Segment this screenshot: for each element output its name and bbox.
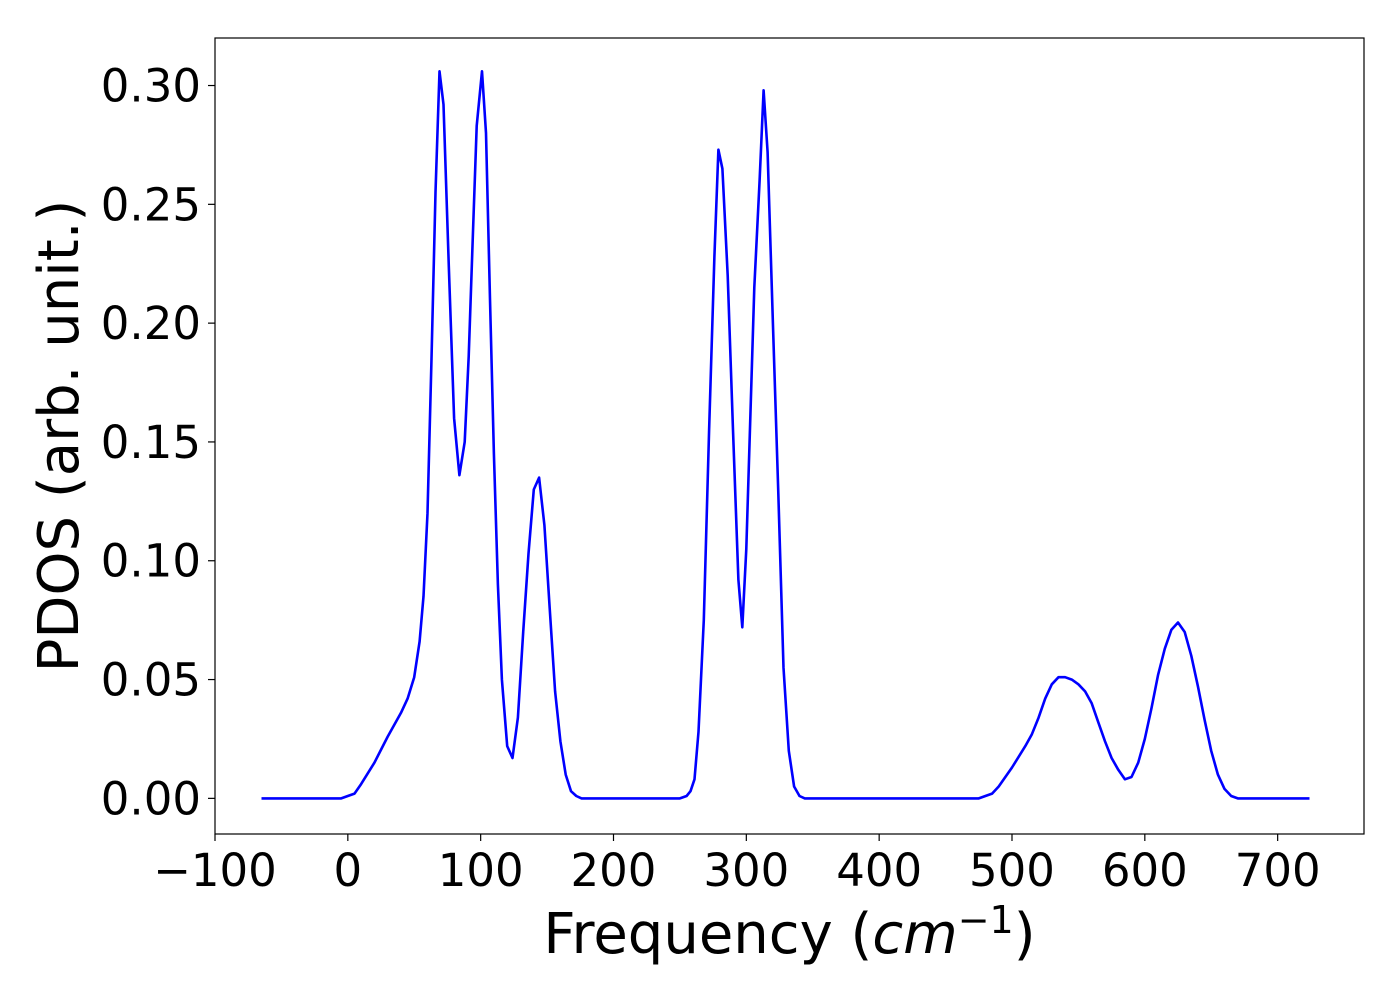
y-axis-ticks: 0.00 0.05 0.10 0.15 0.20 0.25 0.30: [101, 60, 215, 825]
x-axis-title-prefix: Frequency (: [543, 902, 872, 967]
x-tick-label: 100: [438, 844, 524, 897]
pdos-series-line-0: [261, 70, 1310, 800]
x-tick-label: −100: [153, 844, 277, 897]
x-tick-label: 400: [836, 844, 922, 897]
x-tick-label: 500: [969, 844, 1055, 897]
plot-area: [261, 70, 1310, 800]
x-axis-title: Frequency (cm−1): [543, 898, 1035, 967]
y-tick-label: 0.25: [101, 178, 201, 231]
y-tick-label: 0.30: [101, 60, 201, 113]
x-tick-label: 600: [1102, 844, 1188, 897]
x-tick-label: 300: [703, 844, 789, 897]
y-tick-label: 0.05: [101, 654, 201, 707]
y-tick-label: 0.20: [101, 297, 201, 350]
x-axis-title-exponent: −1: [958, 898, 1014, 942]
x-axis-ticks: −100 0 100 200 300 400 500 600 700: [153, 834, 1321, 897]
y-tick-label: 0.00: [101, 772, 201, 825]
y-axis-title: PDOS (arb. unit.): [27, 200, 92, 673]
x-axis-title-suffix: ): [1014, 902, 1036, 967]
x-tick-label: 200: [571, 844, 657, 897]
plot-frame: [214, 37, 1365, 835]
x-axis-title-variable: cm: [872, 902, 957, 967]
x-tick-label: 700: [1235, 844, 1321, 897]
y-tick-label: 0.15: [101, 416, 201, 469]
x-tick-label: 0: [334, 844, 363, 897]
y-tick-label: 0.10: [101, 535, 201, 588]
